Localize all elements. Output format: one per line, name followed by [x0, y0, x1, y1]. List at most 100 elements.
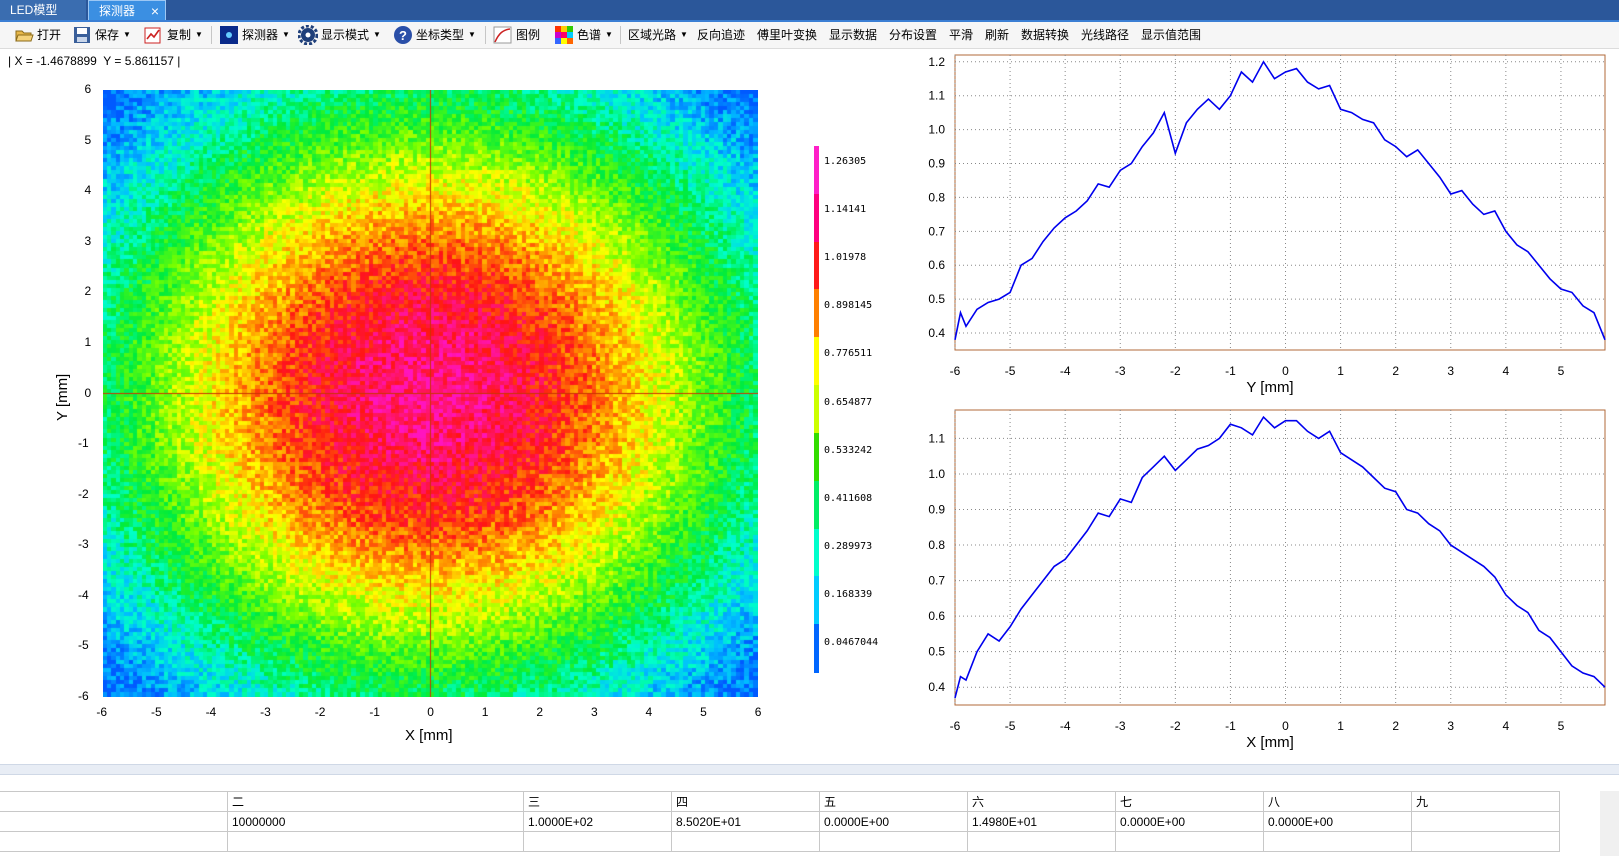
detector-button[interactable]: 探测器 ▼: [219, 25, 290, 45]
heatmap-y-tick-label: 3: [84, 233, 92, 248]
panel-splitter[interactable]: [0, 764, 1619, 775]
colorbar: [814, 146, 819, 673]
fourier-button[interactable]: 傅里叶变换: [757, 25, 817, 45]
table-cell[interactable]: [1412, 832, 1560, 852]
column-header-6[interactable]: 六: [968, 792, 1116, 812]
table-cell[interactable]: [672, 832, 820, 852]
colormap-button[interactable]: 色谱 ▼: [554, 25, 613, 45]
open-label: 打开: [37, 28, 62, 42]
table-cell[interactable]: 8.5020E+01: [672, 812, 820, 832]
chevron-down-icon[interactable]: ▼: [123, 30, 131, 39]
table-cell[interactable]: 0.0000E+00: [820, 812, 968, 832]
data-convert-button[interactable]: 数据转换: [1021, 25, 1069, 45]
irradiance-heatmap[interactable]: [103, 90, 758, 697]
colorbar-segment: [814, 146, 819, 195]
column-header-7[interactable]: 七: [1116, 792, 1264, 812]
save-button[interactable]: 保存 ▼: [72, 25, 131, 45]
table-cell[interactable]: [1116, 832, 1264, 852]
colorbar-segment: [814, 337, 819, 387]
colorbar-label: 1.14141: [824, 204, 867, 216]
tab-detector-label: 探测器: [99, 4, 136, 18]
show-data-button[interactable]: 显示数据: [829, 25, 877, 45]
close-tab-icon[interactable]: ×: [150, 3, 159, 19]
heatmap-y-tick-label: -1: [78, 436, 89, 451]
y-tick-label: 0.5: [928, 645, 945, 659]
colormap-label: 色谱: [577, 28, 602, 42]
region-ray-label: 区域光路: [628, 28, 677, 42]
reverse-trace-button[interactable]: 反向追迹: [697, 25, 745, 45]
colorbar-label: 1.26305: [824, 156, 867, 167]
x-profile-plot: -6 -5 -4 -3 -2 -1 0 1 2 3 4 5 0.4 0.5 0.6 0.7 0.8 0.9 1.0 1…: [928, 409, 1606, 751]
toolbar-separator: [485, 26, 486, 44]
colorbar-segment: [814, 289, 819, 339]
chevron-down-icon[interactable]: ▼: [195, 30, 203, 39]
reverse-trace-label: 反向追迹: [697, 28, 746, 42]
column-header-5[interactable]: 五: [820, 792, 968, 812]
table-cell[interactable]: [1412, 812, 1560, 832]
heatmap-y-tick-label: -6: [78, 689, 89, 703]
y-tick-label: 0.7: [928, 574, 945, 588]
refresh-button[interactable]: 刷新: [985, 25, 1009, 45]
x-axis-label: X [mm]: [1246, 734, 1294, 751]
help-icon: ?: [394, 26, 412, 44]
chevron-down-icon[interactable]: ▼: [468, 30, 476, 39]
legend-curve-icon: [493, 26, 512, 44]
region-ray-button[interactable]: 区域光路 ▼: [628, 25, 688, 45]
table-cell[interactable]: [820, 832, 968, 852]
chevron-down-icon[interactable]: ▼: [680, 30, 688, 39]
heatmap-y-tick-label: 5: [84, 132, 92, 147]
table-cell[interactable]: [1264, 832, 1412, 852]
svg-text:?: ?: [399, 28, 407, 43]
folder-open-icon: [15, 30, 34, 42]
table-row-header: [0, 792, 228, 812]
chevron-down-icon[interactable]: ▼: [282, 30, 290, 39]
colorbar-label: 0.0467044: [824, 637, 879, 648]
x-tick-label: 4: [1503, 719, 1510, 733]
heatmap-x-tick-label: 4: [645, 705, 653, 719]
open-button[interactable]: 打开: [14, 25, 61, 45]
smooth-button[interactable]: 平滑: [949, 25, 973, 45]
smooth-label: 平滑: [949, 28, 974, 42]
x-tick-label: -5: [1005, 719, 1016, 733]
heatmap-x-tick-label: 0: [427, 705, 434, 719]
colorbar-segment: [814, 624, 819, 673]
copy-button[interactable]: 复制 ▼: [144, 25, 203, 45]
x-tick-label: -3: [1115, 364, 1126, 378]
table-cell[interactable]: 0.0000E+00: [1116, 812, 1264, 832]
data-convert-label: 数据转换: [1021, 28, 1070, 42]
value-range-button[interactable]: 显示值范围: [1141, 25, 1201, 45]
distribution-label: 分布设置: [889, 28, 938, 42]
table-cell[interactable]: 10000000: [228, 812, 524, 832]
table-row-header: [0, 812, 228, 832]
x-tick-label: -6: [950, 364, 961, 378]
table-cell[interactable]: 1.4980E+01: [968, 812, 1116, 832]
column-header-2[interactable]: 二: [228, 792, 524, 812]
coord-type-button[interactable]: ? 坐标类型 ▼: [393, 25, 476, 45]
column-header-3[interactable]: 三: [524, 792, 672, 812]
toolbar: 打开 保存 ▼ 复制 ▼ 探测器 ▼ 显示模式 ▼ ? 坐标类型 ▼ 图例 色谱 ▼ 区域光路…: [0, 22, 1619, 49]
column-header-8[interactable]: 八: [1264, 792, 1412, 812]
fourier-label: 傅里叶变换: [757, 28, 818, 42]
table-cell[interactable]: 0.0000E+00: [1264, 812, 1412, 832]
column-header-4[interactable]: 四: [672, 792, 820, 812]
chevron-down-icon[interactable]: ▼: [373, 30, 381, 39]
tab-detector[interactable]: 探测器 ×: [88, 0, 166, 20]
table-cell[interactable]: [524, 832, 672, 852]
distribution-button[interactable]: 分布设置: [889, 25, 937, 45]
column-header-9[interactable]: 九: [1412, 792, 1560, 812]
ray-path-button[interactable]: 光线路径: [1081, 25, 1129, 45]
colorbar-label: 1.01978: [824, 252, 867, 264]
table-cell[interactable]: 1.0000E+02: [524, 812, 672, 832]
chevron-down-icon[interactable]: ▼: [605, 30, 613, 39]
x-tick-label: -3: [1115, 719, 1126, 733]
tab-led-model[interactable]: LED模型: [0, 0, 86, 20]
table-cell[interactable]: [228, 832, 524, 852]
table-cell[interactable]: [968, 832, 1116, 852]
legend-button[interactable]: 图例: [493, 25, 540, 45]
display-mode-button[interactable]: 显示模式 ▼: [298, 25, 381, 45]
gear-icon: [298, 25, 318, 45]
x-axis-label: Y [mm]: [1246, 379, 1293, 396]
y-profile-plot: -6 -5 -4 -3 -2 -1 0 1 2 3 4 5 0.4 0.5 0.6 0.7 0.8 0.9 1.0 1…: [928, 54, 1606, 396]
colorbar-label: 0.533242: [824, 444, 873, 456]
table-vertical-scrollbar[interactable]: [1600, 791, 1619, 856]
